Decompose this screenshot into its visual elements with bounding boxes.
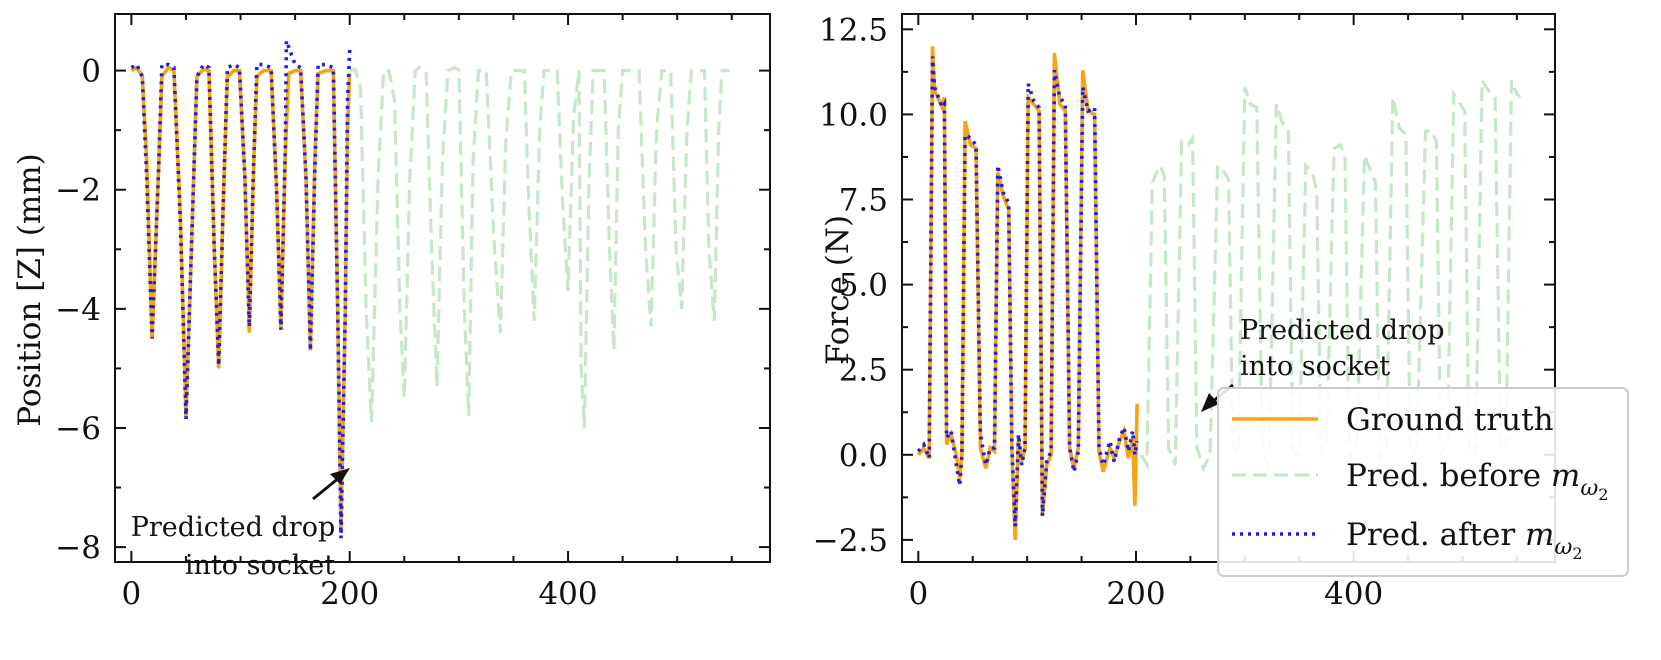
right-series-group bbox=[916, 46, 1522, 540]
right-ytick-label: 5.0 bbox=[839, 268, 888, 304]
left-annotation-arrowhead bbox=[330, 468, 350, 484]
right-annotation: Predicted drop into socket bbox=[1201, 315, 1445, 412]
left-ytick-label: −4 bbox=[55, 292, 101, 328]
legend: Ground truth Pred. before mω2 Pred. afte… bbox=[1217, 387, 1629, 577]
right-annotation-line1: Predicted drop bbox=[1240, 315, 1445, 346]
legend-label-pred-after: Pred. after mω2 bbox=[1346, 517, 1583, 563]
right-xtick-label: 0 bbox=[908, 576, 928, 612]
right-ylabel: Force (N) bbox=[820, 215, 856, 365]
left-annotation-line2: into socket bbox=[185, 550, 335, 581]
right-series-ground-truth bbox=[916, 46, 1139, 540]
left-ylabel: Position [Z] (mm) bbox=[12, 153, 48, 427]
right-series-pred-after bbox=[916, 56, 1139, 527]
right-ytick-label: −2.5 bbox=[813, 523, 888, 559]
right-series-pred-before bbox=[1139, 75, 1522, 476]
legend-box bbox=[1217, 387, 1629, 577]
right-ytick-label: 2.5 bbox=[839, 353, 888, 389]
legend-label-ground-truth: Ground truth bbox=[1346, 402, 1554, 438]
right-annotation-arrowhead bbox=[1201, 393, 1219, 412]
left-annotation: Predicted drop into socket bbox=[131, 468, 350, 581]
left-ytick-label: −6 bbox=[55, 411, 101, 447]
left-ytick-label: 0 bbox=[81, 54, 101, 90]
left-panel: 0 200 400 0 −2 −4 −6 −8 Position [Z] (mm… bbox=[12, 13, 771, 612]
right-xtick-label: 400 bbox=[1324, 576, 1383, 612]
left-series-pred-before bbox=[349, 65, 730, 429]
left-series-ground-truth bbox=[130, 65, 352, 530]
left-ticks bbox=[115, 14, 770, 562]
right-ytick-label: 12.5 bbox=[819, 12, 888, 48]
left-annotation-line1: Predicted drop bbox=[131, 512, 336, 543]
legend-label-pred-before: Pred. before mω2 bbox=[1346, 458, 1608, 504]
left-ytick-label: −2 bbox=[55, 173, 101, 209]
right-ytick-label: 7.5 bbox=[839, 183, 888, 219]
right-ytick-label: 10.0 bbox=[819, 97, 888, 133]
right-xtick-label: 200 bbox=[1106, 576, 1165, 612]
left-axes-frame bbox=[114, 13, 771, 563]
right-ytick-label: 0.0 bbox=[839, 438, 888, 474]
right-annotation-line2: into socket bbox=[1240, 351, 1390, 382]
left-ytick-label: −8 bbox=[55, 530, 101, 566]
left-series-pred-after bbox=[130, 40, 352, 539]
right-panel: 0 200 400 12.5 10.0 7.5 5.0 2.5 0.0 −2.5… bbox=[813, 12, 1629, 612]
left-series-group bbox=[130, 40, 730, 539]
left-xtick-label: 200 bbox=[320, 576, 379, 612]
left-xtick-label: 400 bbox=[538, 576, 597, 612]
left-xtick-label: 0 bbox=[122, 576, 142, 612]
